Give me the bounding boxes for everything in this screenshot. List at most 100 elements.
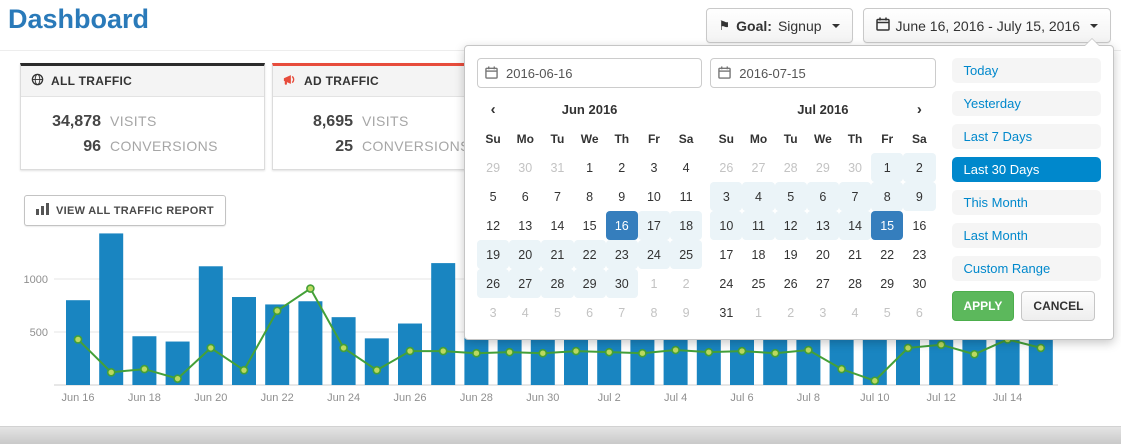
calendar-day[interactable]: 23 [605, 240, 638, 269]
calendar-day[interactable]: 6 [521, 189, 529, 204]
calendar-day[interactable]: 9 [618, 189, 626, 204]
calendar-day[interactable]: 2 [618, 160, 626, 175]
calendar-day[interactable]: 26 [719, 160, 734, 175]
calendar-day[interactable]: 18 [751, 247, 766, 262]
calendar-day[interactable]: 22 [573, 240, 606, 269]
calendar-day[interactable]: 4 [682, 160, 690, 175]
calendar-day[interactable]: 2 [903, 153, 936, 182]
calendar-day[interactable]: 27 [509, 269, 542, 298]
calendar-day[interactable]: 8 [650, 305, 658, 320]
calendar-day[interactable]: 15 [871, 211, 904, 240]
calendar-day[interactable]: 27 [751, 160, 766, 175]
calendar-day[interactable]: 8 [871, 182, 904, 211]
calendar-day[interactable]: 31 [719, 305, 734, 320]
calendar-day[interactable]: 16 [912, 218, 927, 233]
calendar-day[interactable]: 29 [880, 276, 895, 291]
calendar-day[interactable]: 16 [605, 211, 638, 240]
calendar-day[interactable]: 20 [815, 247, 830, 262]
calendar-day[interactable]: 4 [521, 305, 529, 320]
calendar-day[interactable]: 27 [815, 276, 830, 291]
calendar-day[interactable]: 4 [742, 182, 775, 211]
calendar-day[interactable]: 6 [586, 305, 594, 320]
date-range-button[interactable]: June 16, 2016 - July 15, 2016 [862, 8, 1111, 43]
calendar-day[interactable]: 20 [509, 240, 542, 269]
calendar-day[interactable]: 12 [774, 211, 807, 240]
calendar-day[interactable]: 26 [783, 276, 798, 291]
calendar-day[interactable]: 14 [550, 218, 565, 233]
end-date-input[interactable] [710, 58, 936, 88]
calendar-day[interactable]: 3 [489, 305, 497, 320]
calendar-day[interactable]: 7 [838, 182, 872, 211]
calendar-day[interactable]: 30 [912, 276, 927, 291]
calendar-day[interactable]: 23 [912, 247, 927, 262]
calendar-day[interactable]: 19 [477, 240, 510, 269]
calendar-day[interactable]: 5 [774, 182, 807, 211]
prev-month-icon[interactable]: ‹ [490, 101, 496, 118]
calendar-day[interactable]: 2 [682, 276, 690, 291]
calendar-day[interactable]: 19 [783, 247, 798, 262]
calendar-day[interactable]: 30 [848, 160, 862, 175]
calendar-day[interactable]: 3 [650, 160, 658, 175]
calendar-day[interactable]: 31 [550, 160, 565, 175]
calendar-day[interactable]: 1 [755, 305, 762, 320]
calendar-day[interactable]: 7 [553, 189, 561, 204]
calendar-day[interactable]: 24 [637, 240, 671, 269]
cancel-button[interactable]: CANCEL [1021, 291, 1096, 321]
calendar-day[interactable]: 15 [582, 218, 597, 233]
calendar-day[interactable]: 30 [518, 160, 533, 175]
calendar-day[interactable]: 10 [710, 211, 743, 240]
calendar-day[interactable]: 2 [787, 305, 795, 320]
calendar-day[interactable]: 9 [903, 182, 936, 211]
calendar-day[interactable]: 18 [670, 211, 703, 240]
calendar-day[interactable]: 25 [670, 240, 703, 269]
range-option[interactable]: This Month [951, 190, 1101, 215]
view-all-traffic-report-button[interactable]: VIEW ALL TRAFFIC REPORT [24, 195, 226, 226]
calendar-day[interactable]: 26 [477, 269, 510, 298]
range-option[interactable]: Custom Range [951, 256, 1101, 281]
calendar-day[interactable]: 21 [541, 240, 574, 269]
range-option[interactable]: Today [951, 58, 1101, 83]
calendar-day[interactable]: 1 [586, 160, 594, 175]
range-option[interactable]: Last Month [951, 223, 1101, 248]
calendar-day[interactable]: 5 [883, 305, 891, 320]
calendar-day[interactable]: 4 [851, 305, 859, 320]
calendar-day[interactable]: 28 [541, 269, 574, 298]
calendar-day[interactable]: 24 [719, 276, 734, 291]
calendar-day[interactable]: 8 [586, 189, 594, 204]
calendar-day[interactable]: 10 [646, 189, 661, 204]
calendar-day[interactable]: 11 [742, 211, 775, 240]
calendar-day[interactable]: 13 [518, 218, 533, 233]
calendar-day[interactable]: 5 [553, 305, 561, 320]
range-option[interactable]: Yesterday [951, 91, 1101, 116]
start-date-input[interactable] [477, 58, 703, 88]
calendar-day[interactable]: 30 [605, 269, 638, 298]
calendar-day[interactable]: 3 [710, 182, 743, 211]
next-month-icon[interactable]: › [916, 101, 922, 118]
calendar-day[interactable]: 29 [573, 269, 606, 298]
calendar-day[interactable]: 29 [486, 160, 501, 175]
calendar-day[interactable]: 17 [719, 247, 734, 262]
calendar-day[interactable]: 7 [618, 305, 626, 320]
calendar-day[interactable]: 1 [871, 153, 904, 182]
calendar-day[interactable]: 13 [806, 211, 839, 240]
calendar-day[interactable]: 17 [637, 211, 671, 240]
calendar-day[interactable]: 14 [838, 211, 872, 240]
apply-button[interactable]: APPLY [951, 291, 1015, 321]
calendar-day[interactable]: 6 [806, 182, 839, 211]
calendar-day[interactable]: 25 [751, 276, 766, 291]
calendar-day[interactable]: 9 [682, 305, 690, 320]
calendar-day[interactable]: 29 [815, 160, 830, 175]
calendar-day[interactable]: 28 [848, 276, 862, 291]
goal-selector-button[interactable]: ⚑ Goal: Signup [705, 8, 853, 43]
calendar-day[interactable]: 28 [783, 160, 798, 175]
calendar-day[interactable]: 21 [848, 247, 862, 262]
calendar-day[interactable]: 5 [489, 189, 497, 204]
next-month-icon[interactable] [670, 95, 702, 124]
calendar-day[interactable]: 6 [915, 305, 923, 320]
calendar-day[interactable]: 12 [486, 218, 501, 233]
calendar-day[interactable]: 3 [819, 305, 827, 320]
calendar-day[interactable]: 11 [679, 189, 693, 204]
range-option[interactable]: Last 30 Days [951, 157, 1101, 182]
range-option[interactable]: Last 7 Days [951, 124, 1101, 149]
calendar-day[interactable]: 1 [650, 276, 658, 291]
